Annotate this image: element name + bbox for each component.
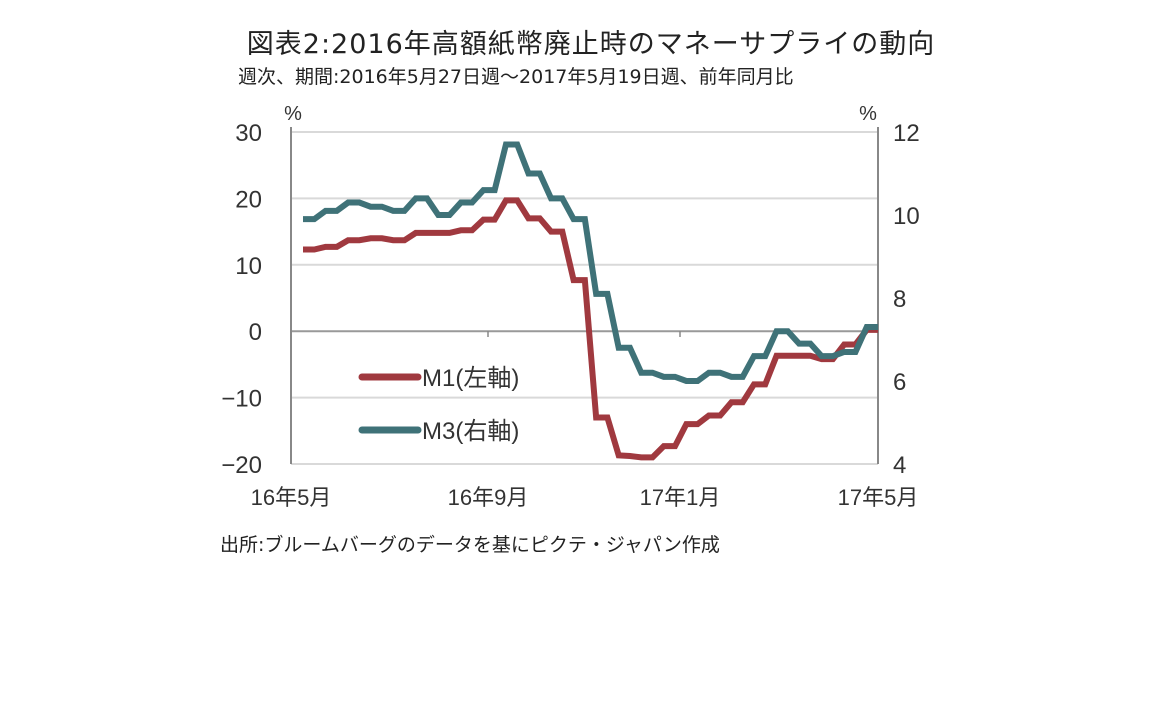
chart-subtitle: 週次、期間:2016年5月27日週〜2017年5月19日週、前年同月比 xyxy=(238,66,794,88)
right-tick-label: 10 xyxy=(893,203,920,230)
right-tick-label: 6 xyxy=(893,369,906,396)
x-tick-label: 16年5月 xyxy=(251,485,332,510)
series-line-1 xyxy=(303,197,878,461)
x-tick-label: 17年1月 xyxy=(640,485,721,510)
left-tick-label: −20 xyxy=(221,452,262,479)
legend-label: M1(左軸) xyxy=(422,365,519,392)
source-note: 出所:ブルームバーグのデータを基にピクテ・ジャパン作成 xyxy=(220,534,720,556)
chart-title: 図表2:2016年高額紙幣廃止時のマネーサプライの動向 xyxy=(246,29,936,60)
left-tick-label: 20 xyxy=(235,186,262,213)
left-tick-label: 0 xyxy=(249,319,262,346)
legend-label: M3(右軸) xyxy=(422,418,519,445)
right-tick-label: 8 xyxy=(893,286,906,313)
series-line-2 xyxy=(303,141,878,384)
right-tick-label: 4 xyxy=(893,452,906,479)
left-axis-unit: % xyxy=(284,103,302,125)
x-tick-label: 17年5月 xyxy=(838,485,919,510)
left-tick-label: 10 xyxy=(235,253,262,280)
left-tick-label: 30 xyxy=(235,120,262,147)
left-tick-label: −10 xyxy=(221,386,262,413)
right-axis-unit: % xyxy=(859,103,877,125)
x-tick-label: 16年9月 xyxy=(448,485,529,510)
right-tick-label: 12 xyxy=(893,120,920,147)
